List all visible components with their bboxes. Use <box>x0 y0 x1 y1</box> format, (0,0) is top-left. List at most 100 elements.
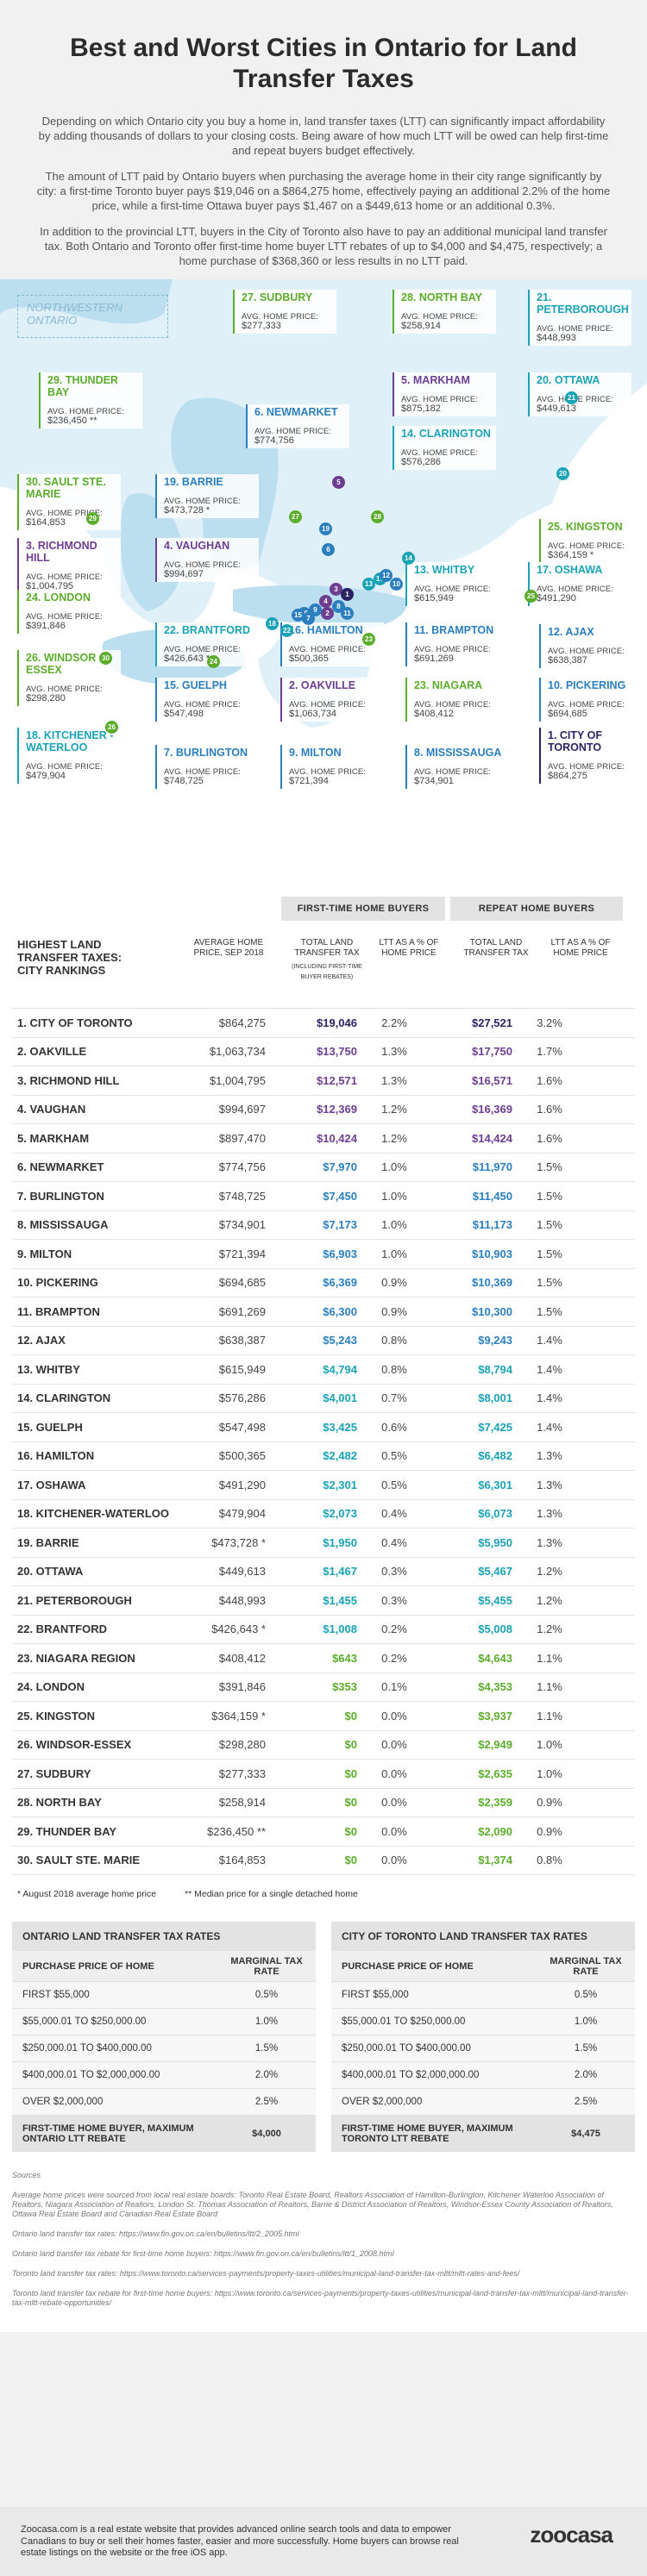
table-row: 2. OAKVILLE $1,063,734 $13,750 1.3% $17,750 1… <box>12 1038 635 1066</box>
city-name: 6. NEWMARKET <box>17 1160 104 1174</box>
map-pin: 30 <box>99 652 112 665</box>
avg-price: $1,063,734 <box>209 1045 266 1059</box>
repeat-pct: 1.2% <box>537 1565 562 1579</box>
city-name: 22. BRANTFORD <box>17 1623 108 1636</box>
repeat-ltt: $16,571 <box>472 1073 512 1087</box>
repeat-ltt: $4,353 <box>478 1680 512 1694</box>
price-range: $400,000.01 TO $2,000,000.00 <box>342 2070 480 2080</box>
first-time-ltt: $6,300 <box>323 1304 357 1318</box>
table-row: 6. NEWMARKET $774,756 $7,970 1.0% $11,970 1.5… <box>12 1154 635 1182</box>
repeat-ltt: $6,482 <box>478 1449 512 1463</box>
toronto-rate-table: CITY OF TORONTO LAND TRANSFER TAX RATES P… <box>331 1922 635 2152</box>
repeat-ltt: $6,301 <box>478 1478 512 1491</box>
city-price: $164,853 <box>26 517 66 528</box>
price-label: AVG. HOME PRICE: <box>164 767 242 777</box>
first-time-ltt: $2,073 <box>323 1507 357 1521</box>
repeat-pct: 1.5% <box>537 1218 562 1232</box>
intro-paragraph: Depending on which Ontario city you buy … <box>38 115 609 157</box>
price-label: AVG. HOME PRICE: <box>254 427 332 436</box>
city-card: 9. MILTON AVG. HOME PRICE: $721,394 <box>280 745 384 789</box>
avg-price: $774,756 <box>218 1160 266 1174</box>
price-label: AVG. HOME PRICE: <box>26 685 104 694</box>
table-row: 10. PICKERING $694,685 $6,369 0.9% $10,369 1.… <box>12 1269 635 1297</box>
rate-row: $250,000.01 TO $400,000.00 1.5% <box>12 2035 316 2062</box>
repeat-ltt: $17,750 <box>472 1045 512 1059</box>
repeat-pct: 1.0% <box>537 1738 562 1752</box>
city-name: 29. THUNDER BAY <box>47 374 118 398</box>
repeat-pct: 1.0% <box>537 1766 562 1780</box>
map-pin: 4 <box>319 595 332 608</box>
repeat-pct: 1.7% <box>537 1045 562 1059</box>
first-time-ltt: $10,424 <box>317 1131 357 1145</box>
note: ** Median price for a single detached ho… <box>185 1889 358 1899</box>
map-pin: 1 <box>341 588 354 601</box>
first-time-pct: 0.5% <box>381 1478 407 1491</box>
city-price: $576,286 <box>401 457 441 467</box>
table-row: 25. KINGSTON $364,159 * $0 0.0% $3,937 1.1% <box>12 1702 635 1731</box>
map-caption: NORTHWESTERN ONTARIO <box>17 295 168 338</box>
rate-tables: ONTARIO LAND TRANSFER TAX RATES PURCHASE … <box>0 1908 647 2152</box>
col-price: PURCHASE PRICE OF HOME <box>342 1960 474 1972</box>
city-name: 9. MILTON <box>289 747 342 759</box>
first-time-pct: 0.0% <box>381 1766 407 1780</box>
first-time-pct: 1.0% <box>381 1218 407 1232</box>
first-time-ltt: $4,794 <box>323 1362 357 1376</box>
city-name: 23. NIAGARA REGION <box>17 1651 135 1665</box>
first-time-pct: 0.5% <box>381 1449 407 1463</box>
avg-price: $236,450 ** <box>207 1824 266 1838</box>
city-price: $449,613 <box>537 403 576 414</box>
map-pin: 21 <box>565 391 578 404</box>
first-time-pct: 1.0% <box>381 1189 407 1203</box>
map-pin: 23 <box>362 633 375 646</box>
city-price: $479,904 <box>26 771 66 781</box>
table-row: 27. SUDBURY $277,333 $0 0.0% $2,635 1.0% <box>12 1760 635 1789</box>
repeat-pct: 0.9% <box>537 1796 562 1810</box>
repeat-ltt: $5,008 <box>478 1623 512 1636</box>
city-name: 16. HAMILTON <box>17 1449 95 1463</box>
avg-price: $864,275 <box>218 1016 266 1029</box>
source-line: Toronto land transfer tax rates: https:/… <box>12 2269 520 2278</box>
price-label: AVG. HOME PRICE: <box>548 541 625 551</box>
city-name: 20. OTTAWA <box>537 374 600 386</box>
city-card: 13. WHITBY AVG. HOME PRICE: $615,949 <box>405 562 509 606</box>
sources-heading: Sources <box>12 2171 41 2179</box>
avg-price: $164,853 <box>218 1854 266 1867</box>
first-time-pct: 0.0% <box>381 1824 407 1838</box>
tax-rate: 0.5% <box>254 1990 279 2000</box>
ontario-rate-table: ONTARIO LAND TRANSFER TAX RATES PURCHASE … <box>12 1922 316 2152</box>
city-price: $547,498 <box>164 709 204 719</box>
city-price: $1,004,795 <box>26 581 74 591</box>
city-price: $694,685 <box>548 709 587 719</box>
map-pin: 24 <box>207 655 220 668</box>
first-time-pct: 1.0% <box>381 1160 407 1174</box>
repeat-ltt: $6,073 <box>478 1507 512 1521</box>
table-row: 21. PETERBOROUGH $448,993 $1,455 0.3% $5,455… <box>12 1586 635 1616</box>
city-name: 25. KINGSTON <box>17 1709 96 1723</box>
repeat-ltt: $7,425 <box>478 1420 512 1434</box>
first-time-ltt: $1,950 <box>323 1535 357 1549</box>
repeat-pct: 1.5% <box>537 1304 562 1318</box>
city-card: 11. BRAMPTON AVG. HOME PRICE: $691,269 <box>405 622 509 666</box>
table-row: 12. AJAX $638,387 $5,243 0.8% $9,243 1.4% <box>12 1327 635 1355</box>
repeat-ltt: $14,424 <box>472 1131 512 1145</box>
first-time-ltt: $1,467 <box>323 1565 357 1579</box>
avg-price-header: AVERAGE HOME PRICE, SEP 2018 <box>193 938 264 958</box>
repeat-ltt: $8,001 <box>478 1391 512 1405</box>
first-time-ltt: $7,970 <box>323 1160 357 1174</box>
repeat-pct: 0.9% <box>537 1824 562 1838</box>
city-price: $236,450 ** <box>47 416 97 426</box>
first-time-ltt: $0 <box>344 1709 357 1723</box>
first-time-pct: 1.2% <box>381 1103 407 1116</box>
first-time-ltt: $3,425 <box>323 1420 357 1434</box>
repeat-ltt: $5,455 <box>478 1593 512 1607</box>
first-time-ltt: $12,571 <box>317 1073 357 1087</box>
price-range: FIRST $55,000 <box>342 1990 409 2000</box>
map-pin: 28 <box>371 510 384 523</box>
city-name: 29. THUNDER BAY <box>17 1824 117 1838</box>
price-label: AVG. HOME PRICE: <box>401 448 479 458</box>
map-pin: 8 <box>332 600 345 613</box>
first-time-ltt: $0 <box>344 1796 357 1810</box>
avg-price: $298,280 <box>218 1738 266 1752</box>
repeat-ltt: $2,090 <box>478 1824 512 1838</box>
